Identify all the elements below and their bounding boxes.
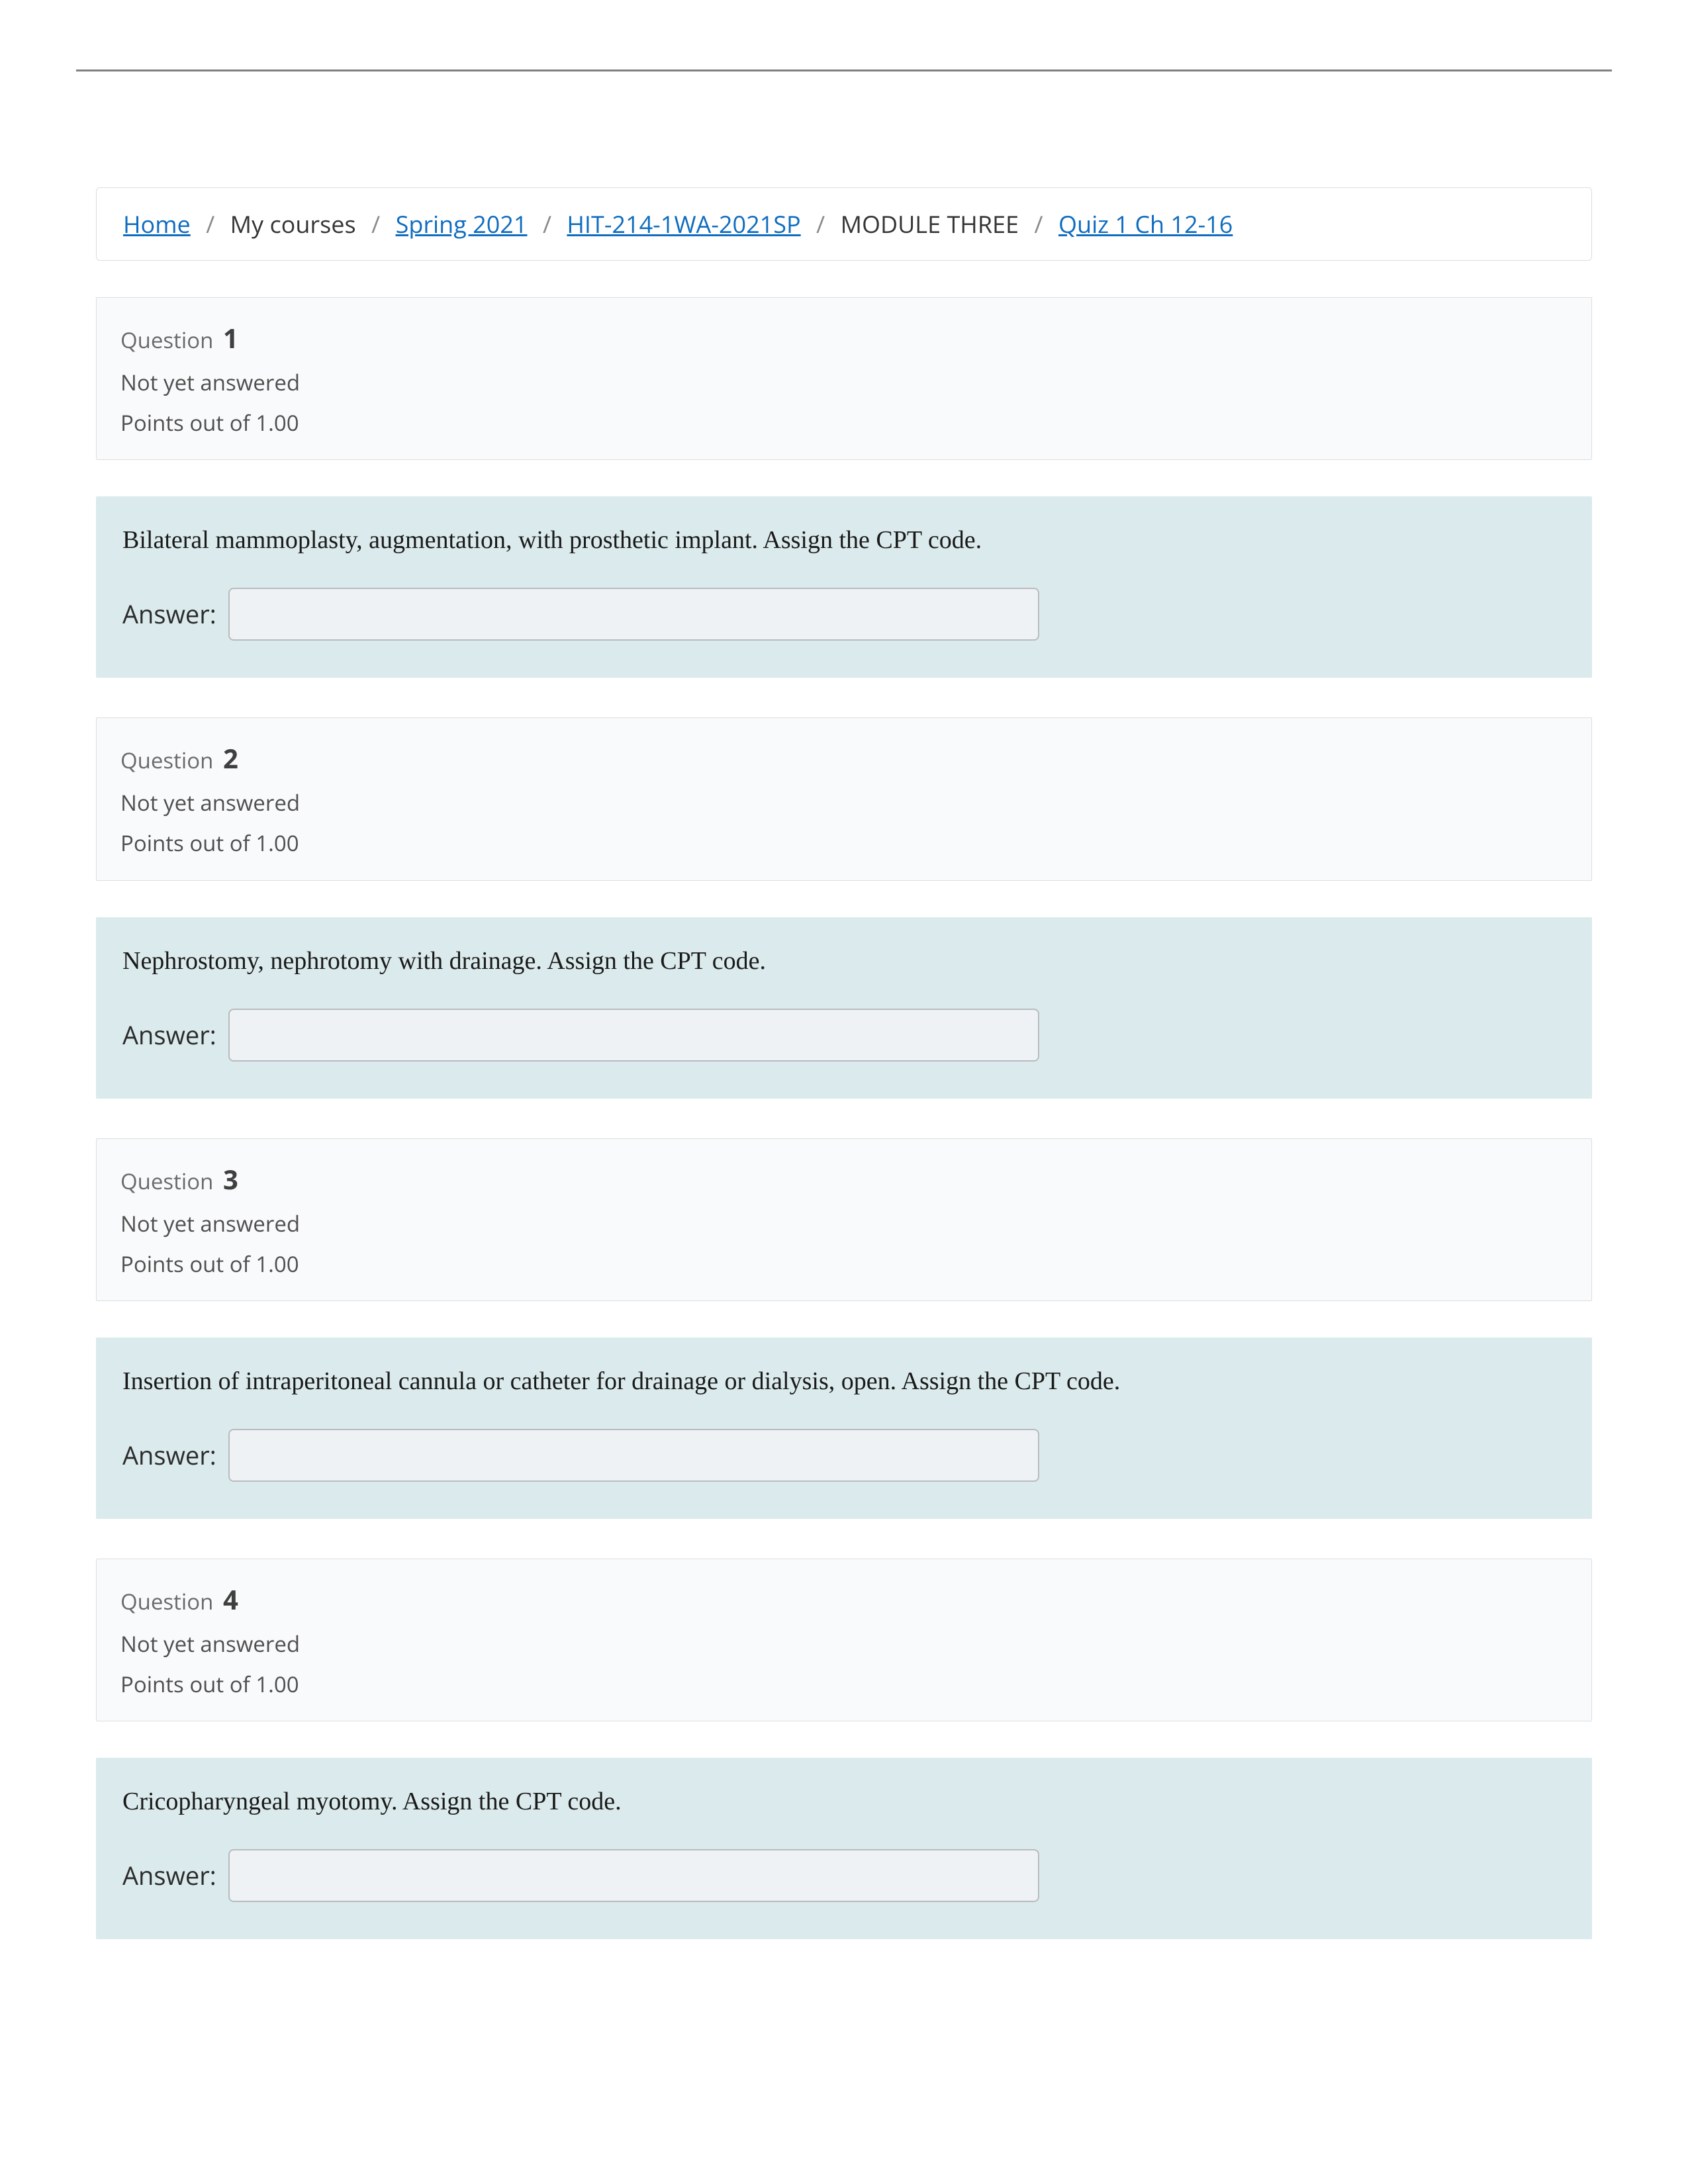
page: Home / My courses / Spring 2021 / HIT-21… <box>0 0 1688 1939</box>
question-header: Question 4 Not yet answered Points out o… <box>96 1559 1592 1721</box>
question-word: Question <box>120 1586 213 1616</box>
answer-label: Answer: <box>122 1858 216 1893</box>
answer-row: Answer: <box>122 1849 1566 1902</box>
answer-row: Answer: <box>122 1009 1566 1062</box>
question-body: Bilateral mammoplasty, augmentation, wit… <box>96 496 1592 678</box>
question-number: 1 <box>219 320 238 356</box>
question-number: 2 <box>219 740 238 776</box>
top-rule <box>76 69 1612 71</box>
question-body: Nephrostomy, nephrotomy with drainage. A… <box>96 917 1592 1099</box>
breadcrumb-separator: / <box>1025 208 1052 240</box>
question-prompt: Cricopharyngeal myotomy. Assign the CPT … <box>122 1787 1566 1816</box>
answer-input[interactable] <box>228 1009 1039 1062</box>
breadcrumb-text-mycourses: My courses <box>230 208 356 240</box>
answer-label: Answer: <box>122 597 216 631</box>
question-block: Question 4 Not yet answered Points out o… <box>96 1559 1592 1939</box>
answer-input[interactable] <box>228 1429 1039 1482</box>
breadcrumb-link-course[interactable]: HIT-214-1WA-2021SP <box>567 208 800 240</box>
question-number: 3 <box>219 1161 238 1197</box>
breadcrumb-separator: / <box>807 208 834 240</box>
content-area: Home / My courses / Spring 2021 / HIT-21… <box>96 187 1592 1939</box>
answer-input[interactable] <box>228 1849 1039 1902</box>
question-block: Question 2 Not yet answered Points out o… <box>96 717 1592 1098</box>
answer-label: Answer: <box>122 1018 216 1052</box>
question-points: Points out of 1.00 <box>120 1247 1568 1281</box>
question-header: Question 1 Not yet answered Points out o… <box>96 297 1592 460</box>
points-prefix: Points out of <box>120 408 250 437</box>
points-prefix: Points out of <box>120 1669 250 1699</box>
question-word: Question <box>120 1166 213 1196</box>
question-number-line: Question 1 <box>120 318 1568 359</box>
question-block: Question 1 Not yet answered Points out o… <box>96 297 1592 678</box>
breadcrumb-link-home[interactable]: Home <box>123 208 191 240</box>
answer-label: Answer: <box>122 1438 216 1473</box>
question-number-line: Question 3 <box>120 1159 1568 1200</box>
breadcrumb-separator: / <box>534 208 561 240</box>
breadcrumb-link-quiz[interactable]: Quiz 1 Ch 12-16 <box>1058 208 1233 240</box>
question-status: Not yet answered <box>120 786 1568 819</box>
question-header: Question 2 Not yet answered Points out o… <box>96 717 1592 880</box>
answer-row: Answer: <box>122 1429 1566 1482</box>
question-points: Points out of 1.00 <box>120 826 1568 860</box>
points-value: 1.00 <box>256 408 299 437</box>
question-prompt: Nephrostomy, nephrotomy with drainage. A… <box>122 946 1566 976</box>
answer-row: Answer: <box>122 588 1566 641</box>
question-body: Insertion of intraperitoneal cannula or … <box>96 1338 1592 1519</box>
question-points: Points out of 1.00 <box>120 1667 1568 1701</box>
question-header: Question 3 Not yet answered Points out o… <box>96 1138 1592 1301</box>
breadcrumb-text-module: MODULE THREE <box>841 208 1019 240</box>
breadcrumb-separator: / <box>197 208 224 240</box>
points-value: 1.00 <box>256 1249 299 1279</box>
points-prefix: Points out of <box>120 1249 250 1279</box>
question-status: Not yet answered <box>120 1627 1568 1661</box>
question-word: Question <box>120 325 213 355</box>
breadcrumb-separator: / <box>362 208 389 240</box>
question-prompt: Insertion of intraperitoneal cannula or … <box>122 1367 1566 1396</box>
question-status: Not yet answered <box>120 1206 1568 1240</box>
points-value: 1.00 <box>256 828 299 858</box>
question-prompt: Bilateral mammoplasty, augmentation, wit… <box>122 525 1566 555</box>
breadcrumb: Home / My courses / Spring 2021 / HIT-21… <box>96 187 1592 261</box>
question-number-line: Question 4 <box>120 1579 1568 1620</box>
question-block: Question 3 Not yet answered Points out o… <box>96 1138 1592 1519</box>
breadcrumb-link-term[interactable]: Spring 2021 <box>396 208 528 240</box>
question-body: Cricopharyngeal myotomy. Assign the CPT … <box>96 1758 1592 1939</box>
question-status: Not yet answered <box>120 365 1568 399</box>
answer-input[interactable] <box>228 588 1039 641</box>
points-prefix: Points out of <box>120 828 250 858</box>
question-number-line: Question 2 <box>120 738 1568 779</box>
question-number: 4 <box>219 1581 238 1617</box>
question-points: Points out of 1.00 <box>120 406 1568 439</box>
question-word: Question <box>120 745 213 775</box>
points-value: 1.00 <box>256 1669 299 1699</box>
